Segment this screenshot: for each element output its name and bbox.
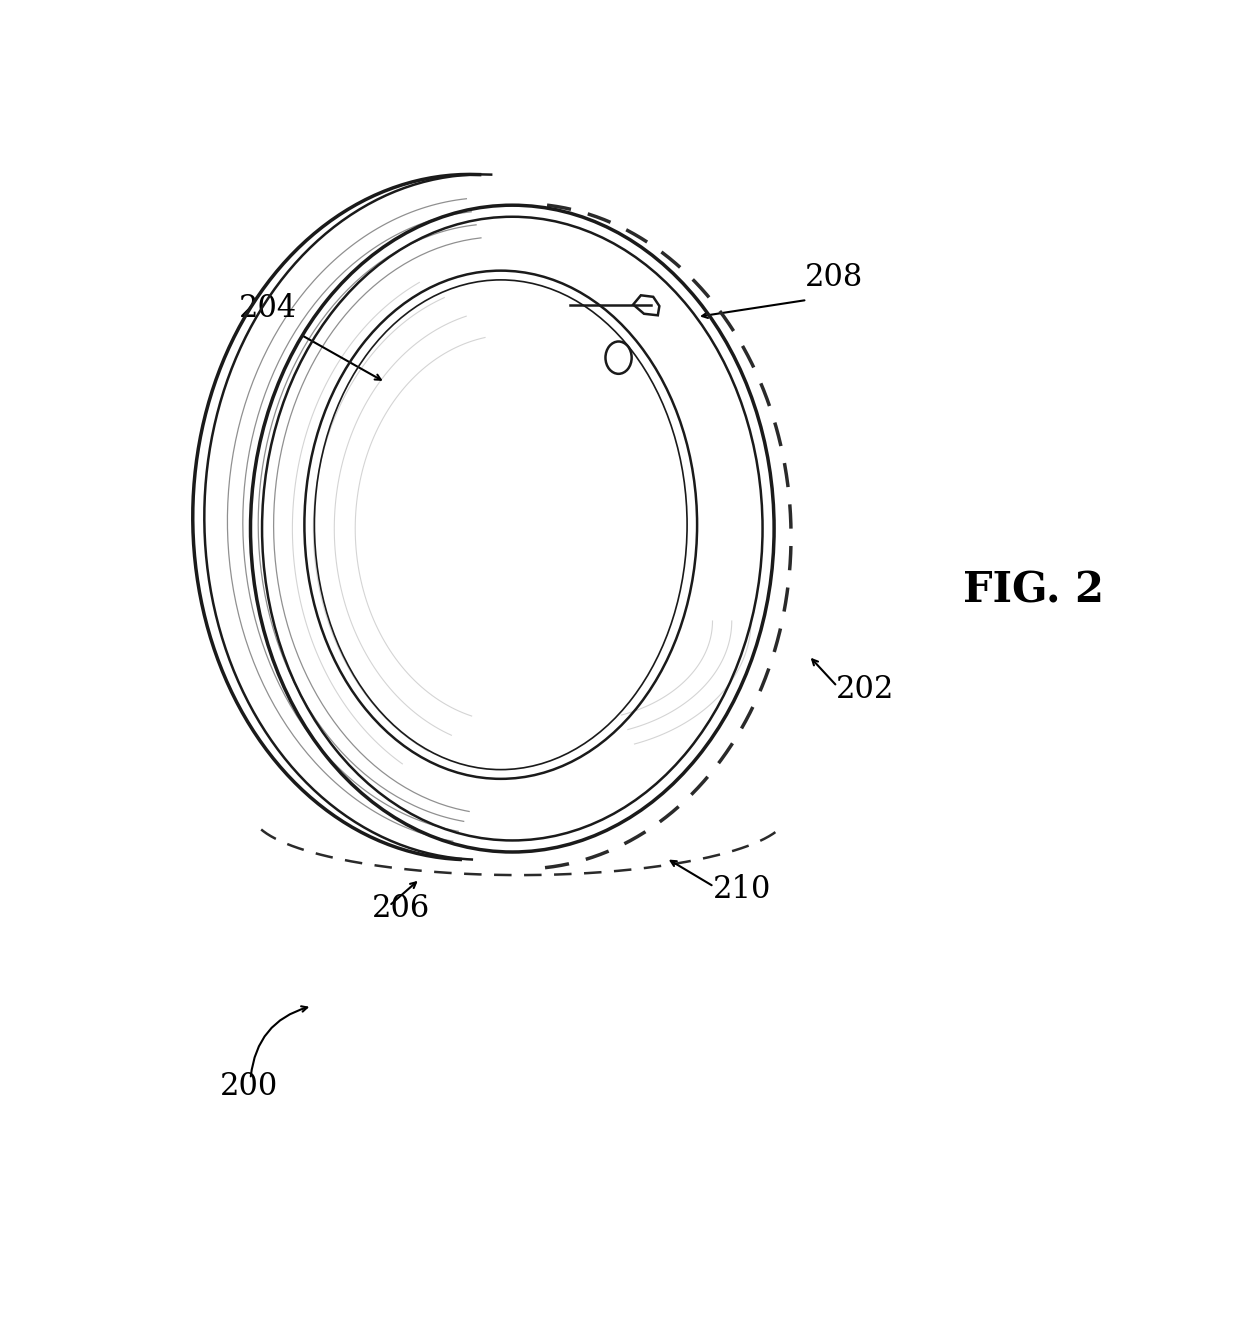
Text: 208: 208 bbox=[805, 262, 863, 293]
Text: 202: 202 bbox=[836, 674, 894, 705]
Text: 206: 206 bbox=[372, 893, 430, 925]
Text: 210: 210 bbox=[713, 874, 771, 905]
Text: FIG. 2: FIG. 2 bbox=[962, 570, 1104, 611]
Text: 200: 200 bbox=[219, 1071, 278, 1101]
Text: 204: 204 bbox=[239, 293, 298, 323]
